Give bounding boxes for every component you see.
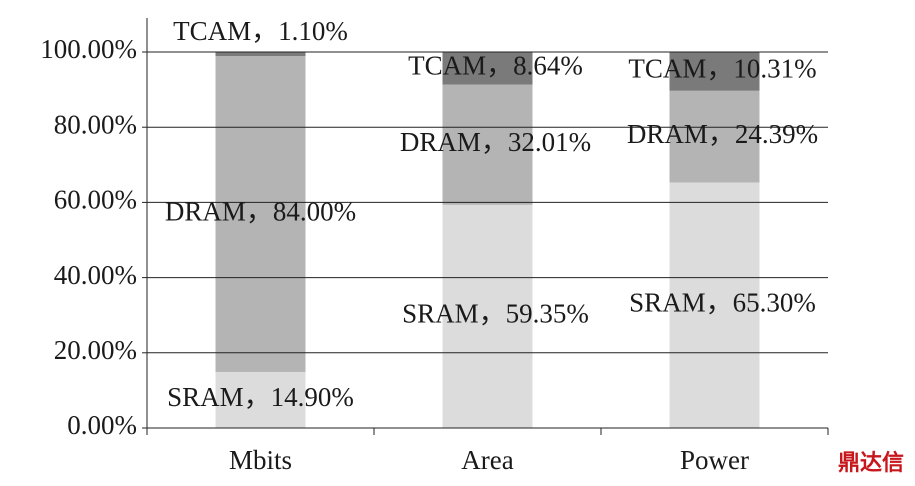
bar-segment bbox=[215, 52, 306, 57]
y-tick-label: 40.00% bbox=[54, 260, 137, 290]
y-tick-label: 80.00% bbox=[54, 109, 137, 139]
x-tick-label: Power bbox=[680, 445, 749, 475]
data-label: DRAM，32.01% bbox=[400, 127, 591, 157]
data-label: TCAM，10.31% bbox=[628, 54, 816, 84]
bar-segment bbox=[669, 182, 760, 428]
bar-segment bbox=[442, 204, 533, 428]
data-label: SRAM，59.35% bbox=[402, 299, 589, 329]
bar-segment bbox=[669, 52, 760, 91]
bar-segment bbox=[442, 52, 533, 85]
y-tick-label: 20.00% bbox=[54, 335, 137, 365]
data-label: SRAM，14.90% bbox=[167, 382, 354, 412]
data-label: DRAM，84.00% bbox=[165, 196, 356, 226]
x-tick-label: Area bbox=[461, 445, 513, 475]
x-tick-label: Mbits bbox=[229, 445, 292, 475]
bar-segment bbox=[442, 84, 533, 205]
bar-segment bbox=[669, 90, 760, 183]
y-tick-label: 100.00% bbox=[40, 34, 137, 64]
y-tick-label: 0.00% bbox=[67, 410, 137, 440]
data-label: SRAM，65.30% bbox=[629, 287, 816, 317]
data-label: DRAM，24.39% bbox=[627, 119, 818, 149]
watermark: 鼎达信 bbox=[838, 450, 904, 476]
data-label: TCAM，1.10% bbox=[173, 16, 348, 46]
bar-segment bbox=[215, 56, 306, 372]
data-label: TCAM，8.64% bbox=[408, 50, 583, 80]
bar-segment bbox=[215, 371, 306, 428]
y-tick-label: 60.00% bbox=[54, 185, 137, 215]
